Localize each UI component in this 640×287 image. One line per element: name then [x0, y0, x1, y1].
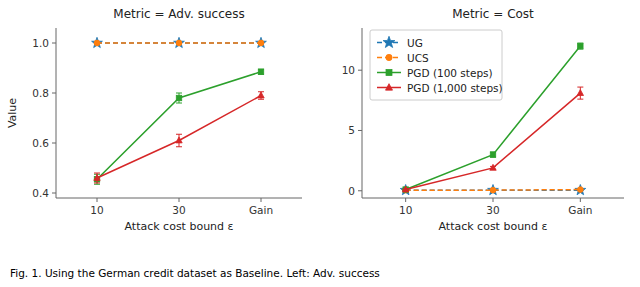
y-tick-label: 0.6 [32, 137, 49, 149]
error-bar [94, 173, 100, 183]
legend-item: PGD (100 steps) [377, 67, 493, 79]
y-tick [358, 190, 362, 191]
legend-label: UCS [407, 52, 429, 64]
figure: Metric = Adv. success 0.4 0.6 0.8 1.0 10 30 Gai… [0, 0, 640, 287]
legend-item: PGD (1,000 steps) [377, 82, 503, 94]
point [94, 40, 100, 46]
error-bar [490, 152, 496, 157]
legend-label: PGD (100 steps) [407, 67, 493, 79]
point [403, 187, 408, 192]
error-bar [94, 174, 100, 184]
x-tick-label: Gain [568, 204, 592, 216]
point [94, 174, 100, 180]
point [577, 187, 583, 193]
error-bar-cap [94, 173, 100, 174]
series [94, 40, 264, 46]
point [176, 40, 182, 46]
plot-area [92, 37, 267, 184]
title: Metric = Adv. success [113, 7, 244, 21]
legend: UG UCS PGD (100 steps) PGD (1,000 steps) [370, 30, 503, 100]
legend-item: UCS [377, 52, 429, 64]
legend-label: UG [407, 37, 423, 49]
point [578, 43, 583, 48]
point [402, 186, 408, 192]
error-bar-cap [176, 134, 182, 135]
legend-marker [383, 36, 395, 47]
error-bar-cap [176, 103, 182, 104]
legend-marker [386, 70, 392, 76]
y-tick [358, 70, 362, 71]
series-line [97, 72, 261, 180]
x-tick [261, 198, 262, 202]
title: Metric = Cost [452, 7, 534, 21]
y-axis-line [56, 28, 57, 198]
point [176, 95, 181, 100]
x-tick [179, 198, 180, 202]
x-tick-label: 30 [486, 204, 499, 216]
panel: Metric = Cost 0 5 10 10 30 Gain Attack cost bou… [342, 7, 624, 233]
point [174, 37, 185, 47]
error-bar-cap [176, 93, 182, 94]
point [176, 137, 182, 143]
point [577, 90, 583, 96]
error-bar-cap [577, 99, 583, 100]
x-tick-label: Gain [249, 204, 273, 216]
y-tick [52, 193, 56, 194]
x-axis-label: Attack cost bound ε [438, 220, 547, 233]
y-tick-label: 0 [348, 185, 355, 197]
series [94, 69, 264, 184]
legend-marker [386, 84, 393, 90]
series [402, 87, 583, 192]
point [258, 69, 263, 74]
legend-label: PGD (1,000 steps) [407, 82, 503, 94]
error-bar-cap [94, 184, 100, 185]
point [258, 40, 264, 46]
legend-marker [386, 54, 392, 60]
series [92, 37, 267, 47]
series [400, 184, 585, 194]
x-tick [580, 198, 581, 202]
point [258, 92, 264, 98]
series [94, 92, 264, 183]
x-tick [97, 198, 98, 202]
x-tick-label: 30 [172, 204, 185, 216]
error-bar [176, 93, 182, 103]
background [0, 0, 640, 287]
error-bar [258, 92, 264, 100]
y-tick-label: 0.4 [32, 187, 49, 199]
series-line [97, 96, 261, 179]
y-tick-label: 1.0 [32, 37, 49, 49]
x-tick [405, 198, 406, 202]
error-bar-cap [258, 99, 264, 100]
error-bar [176, 134, 182, 147]
error-bar [577, 43, 583, 49]
x-tick-label: 10 [399, 204, 412, 216]
y-axis-line [362, 28, 363, 198]
y-tick [52, 93, 56, 94]
y-tick-label: 0.8 [32, 87, 49, 99]
y-tick [52, 43, 56, 44]
error-bar [258, 69, 264, 74]
series [403, 187, 584, 193]
point [490, 187, 496, 193]
error-bar [577, 87, 583, 99]
point [490, 152, 495, 157]
legend-frame [370, 30, 502, 100]
point [490, 164, 496, 170]
caption: Fig. 1. Using the German credit dataset … [10, 267, 380, 279]
series-line [406, 93, 581, 189]
y-axis-label: Value [6, 98, 19, 128]
y-tick-label: 10 [342, 64, 355, 76]
y-tick [52, 143, 56, 144]
y-tick-label: 5 [348, 124, 355, 136]
x-tick [493, 198, 494, 202]
x-axis-label: Attack cost bound ε [124, 220, 233, 233]
x-tick-label: 10 [90, 204, 103, 216]
legend-item: UG [377, 36, 423, 48]
error-bar-cap [577, 87, 583, 88]
error-bar-cap [94, 183, 100, 184]
y-tick [358, 130, 362, 131]
panel: Metric = Adv. success 0.4 0.6 0.8 1.0 10 30 Gai… [6, 7, 302, 233]
error-bar-cap [176, 146, 182, 147]
